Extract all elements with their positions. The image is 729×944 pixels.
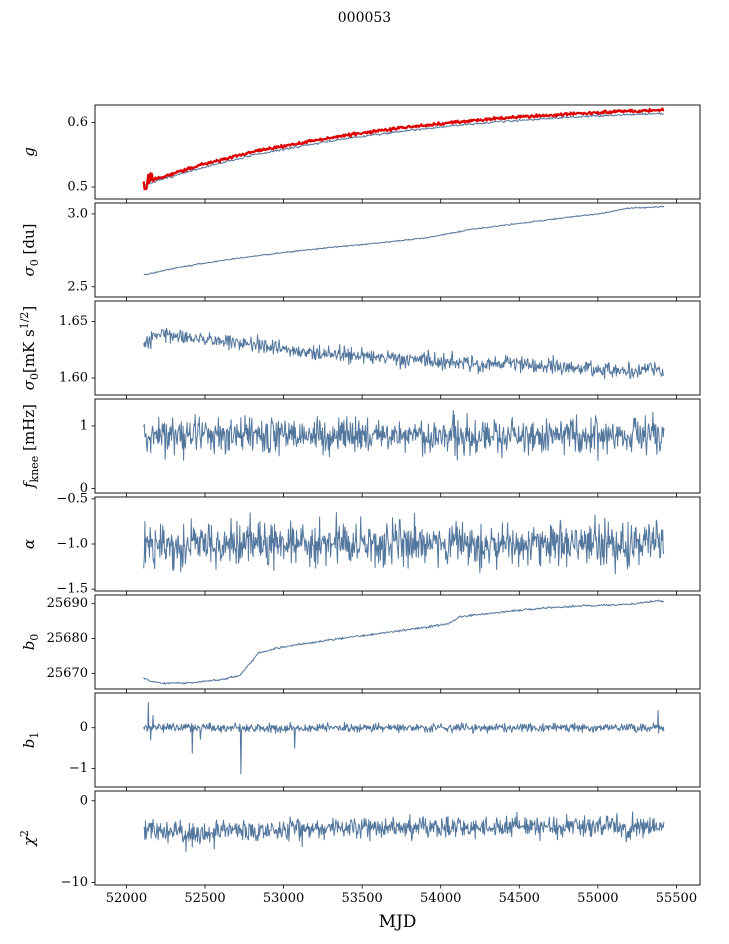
series-b0 [143, 599, 664, 685]
panel-frame [94, 104, 701, 200]
panel-frame [94, 398, 701, 494]
panel-sigma0-du: 2.5 3.0 σ0 [du] [20, 202, 701, 301]
y-tick-label: −0.5 [56, 491, 88, 506]
y-axis-label: σ0[mK s1/2] [18, 306, 41, 391]
panel-frame [94, 692, 701, 788]
x-tick-label: 53500 [341, 891, 382, 906]
chart-title: 000053 [338, 10, 391, 26]
panel-sigma0-mks: 1.60 1.65 σ0[mK s1/2] [18, 300, 701, 399]
series-alpha [143, 512, 665, 575]
y-tick-label: 0 [80, 793, 88, 808]
x-tick-label: 52000 [106, 891, 147, 906]
y-axis-label: α [20, 539, 38, 549]
x-tick-label: 54000 [420, 891, 461, 906]
y-tick-label: 2.5 [67, 279, 88, 294]
panels-root: 0.5 0.6 g 2.5 3.0 σ0 [du] 1.60 1.65 σ0[mK s1/2] 0… [18, 104, 701, 932]
panel-frame [94, 300, 701, 396]
series-sigma0-du [143, 205, 665, 276]
panel-frame [94, 790, 701, 886]
series-fknee [143, 410, 665, 461]
panel-b0: 25670 25680 25690 b0 [20, 594, 701, 693]
y-tick-label: 25670 [47, 666, 88, 681]
panel-fknee: 0 1 fknee [mHz] [20, 398, 701, 497]
series-g-secondary [143, 112, 665, 186]
y-tick-label: −1 [69, 761, 88, 776]
x-axis: 52000 52500 53000 53500 54000 54500 55000 55500… [106, 891, 697, 932]
y-axis-label: g [20, 147, 38, 157]
panel-g: 0.5 0.6 g [20, 104, 701, 203]
series-b1 [143, 701, 665, 775]
panel-frame [94, 202, 701, 298]
panel-frame [94, 496, 701, 592]
series-g-primary [142, 107, 665, 191]
y-tick-label: 0.5 [67, 180, 88, 195]
y-tick-label: 0 [80, 720, 88, 735]
y-tick-label: 3.0 [67, 206, 88, 221]
x-tick-label: 52500 [184, 891, 225, 906]
y-tick-label: 0 [80, 481, 88, 496]
panel-frame [94, 594, 701, 690]
y-tick-label: 0.6 [67, 115, 88, 130]
y-axis-label: σ0 [du] [20, 224, 41, 277]
series-sigma0-mks [143, 327, 665, 380]
x-tick-label: 54500 [499, 891, 540, 906]
panel-alpha: −0.5 −1.0 −1.5 α [20, 491, 701, 597]
y-tick-label: 25680 [47, 631, 88, 646]
series-chi2 [143, 811, 665, 852]
x-tick-label: 55000 [577, 891, 618, 906]
y-axis-label: b1 [20, 732, 41, 749]
y-axis-label: b0 [20, 634, 41, 651]
x-axis-title: MJD [379, 912, 417, 932]
y-axis-label: fknee [mHz] [20, 404, 41, 489]
panel-chi2: 0 −10 χ2 [18, 790, 701, 890]
y-tick-label: 1.60 [59, 371, 88, 386]
y-tick-label: −1.5 [56, 582, 88, 597]
panel-b1: 0 −1 b1 [20, 692, 701, 791]
x-tick-label: 55500 [656, 891, 697, 906]
x-tick-label: 53000 [263, 891, 304, 906]
y-tick-label: −10 [61, 875, 88, 890]
y-tick-label: 1 [80, 418, 88, 433]
y-axis-label: χ2 [18, 830, 38, 847]
y-tick-label: 1.65 [59, 314, 88, 329]
y-tick-label: −1.0 [56, 537, 88, 552]
y-tick-label: 25690 [47, 596, 88, 611]
